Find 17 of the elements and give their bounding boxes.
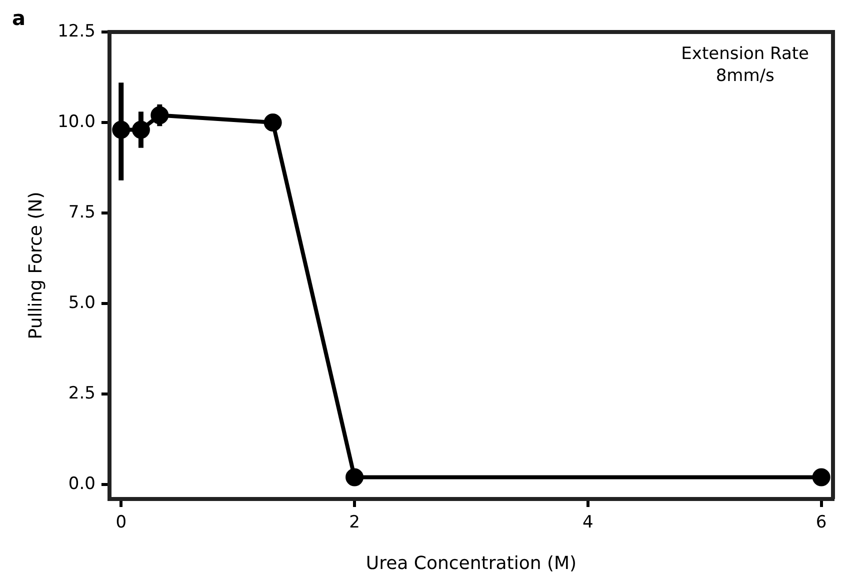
x-tick-label: 0 [116,512,127,533]
chart-title: a [12,6,26,30]
x-tick-label: 2 [349,512,360,533]
y-tick-label: 5.0 [68,292,96,313]
point [812,468,830,486]
y-tick-label: 7.5 [68,202,96,222]
x-axis-title: Urea Concentration (M) [366,552,577,574]
annotation: Extension Rate 8mm/s [681,44,809,86]
y-tick-label: 0.0 [68,474,96,494]
point [346,468,364,486]
x-tick-label: 4 [582,512,594,533]
point [264,114,282,132]
y-tick-label: 10.0 [58,112,96,132]
x-tick-label: 6 [816,512,827,533]
y-axis-title: Pulling Force (N) [25,192,46,340]
y-tick-label: 12.5 [58,21,96,42]
y-tick-label: 2.5 [68,383,96,404]
